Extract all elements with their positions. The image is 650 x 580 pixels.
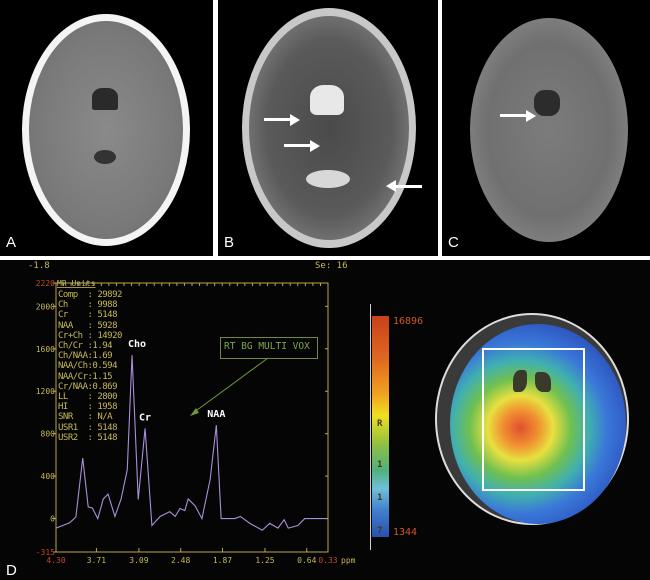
voxel-annotation: RT BG MULTI VOX — [224, 341, 310, 352]
spectrum-chart: 2220 2000 1600 1200 800 400 0 -315 MR Units 4.30 3… — [36, 279, 356, 565]
x-tick-label: 0.64 — [297, 556, 316, 565]
metric-line: HI : 1958 — [58, 402, 118, 413]
y-tick-label: 2220 — [36, 279, 55, 288]
metric-line: Cr+Ch : 14920 — [58, 330, 122, 341]
y-tick-label: 2000 — [36, 302, 55, 311]
x-axis-unit: ppm — [341, 556, 356, 565]
arrow-icon — [500, 114, 528, 117]
colorbar-max-label: 16896 — [393, 316, 424, 327]
colorbar-side-text: R 1 1 7 — [377, 419, 383, 536]
panel-label: D — [6, 562, 17, 579]
peak-label-cho: Cho — [128, 339, 146, 350]
metric-line: Ch : 9988 — [58, 300, 118, 311]
voxel-annotation-box: RT BG MULTI VOX — [220, 337, 318, 359]
arrow-icon — [386, 180, 422, 192]
metric-line: SNR : N/A — [58, 412, 113, 423]
panel-d-spectroscopy: -1.8 Se: 16 2220 2000 1600 1200 800 400 0 -315 M… — [0, 260, 650, 580]
arrow-icon — [284, 144, 312, 147]
brain-parenchyma — [470, 18, 628, 242]
x-tick-label: 3.09 — [129, 556, 148, 565]
metric-line: LL : 2800 — [58, 392, 118, 403]
colorbar — [372, 316, 389, 537]
metric-line: NAA/Cr:1.15 — [58, 371, 113, 382]
annotation-arrowhead-icon — [190, 408, 199, 416]
x-tick-label: 2.48 — [171, 556, 190, 565]
metric-line: USR2 : 5148 — [58, 432, 118, 443]
x-tick-label: 1.87 — [213, 556, 232, 565]
y-tick-label: -315 — [36, 548, 55, 557]
ventricle — [306, 170, 350, 188]
brain-parenchyma — [29, 21, 183, 239]
x-tick-label: 1.25 — [255, 556, 274, 565]
colorbar-min-label: 1344 — [393, 527, 418, 538]
ventricle — [534, 90, 560, 116]
ventricle — [94, 150, 116, 164]
panel-label: B — [224, 234, 235, 251]
x-tick-label: 4.30 — [46, 556, 65, 565]
arrow-icon — [264, 118, 292, 121]
metric-line: Comp : 29892 — [58, 290, 122, 300]
voi-box — [482, 348, 585, 491]
metric-line: Ch/Cr :1.94 — [58, 341, 113, 352]
metric-line: USR1 : 5148 — [58, 422, 118, 433]
top-left-readout: -1.8 — [28, 261, 50, 271]
metric-line: Cr/NAA:0.869 — [58, 381, 118, 392]
metric-line: NAA/Ch:0.594 — [58, 361, 118, 372]
panel-a-ct-image: A — [0, 0, 213, 256]
panel-label: C — [448, 234, 459, 251]
metric-line: NAA : 5928 — [58, 320, 118, 331]
y-tick-label: 800 — [41, 430, 56, 439]
colorbar-axis — [370, 304, 371, 550]
annotation-arrow — [192, 357, 269, 414]
ventricle — [513, 370, 527, 392]
panel-c-dwi-image: C — [442, 0, 650, 256]
metabolite-metrics: Comp : 29892 Ch : 9988 Cr : 5148 NAA : 5928… — [58, 290, 122, 443]
y-tick-label: 1200 — [36, 387, 55, 396]
metric-line: Ch/NAA:1.69 — [58, 351, 113, 362]
ventricle — [310, 85, 344, 115]
y-tick-label: 400 — [41, 472, 56, 481]
y-axis-unit: MR Units — [57, 279, 96, 288]
panel-b-t2-image: B — [218, 0, 438, 256]
x-tick-label: 0.33 — [318, 556, 337, 565]
metric-line: Cr : 5148 — [58, 310, 118, 321]
peak-label-cr: Cr — [139, 412, 151, 423]
y-tick-label: 1600 — [36, 345, 55, 354]
series-readout: Se: 16 — [315, 261, 348, 271]
peak-label-naa: NAA — [207, 409, 225, 420]
y-tick-label: 0 — [50, 515, 55, 524]
ventricle — [92, 88, 118, 110]
ventricle — [535, 372, 551, 392]
brain-parenchyma — [249, 16, 409, 240]
x-tick-label: 3.71 — [87, 556, 106, 565]
panel-label: A — [6, 234, 17, 251]
